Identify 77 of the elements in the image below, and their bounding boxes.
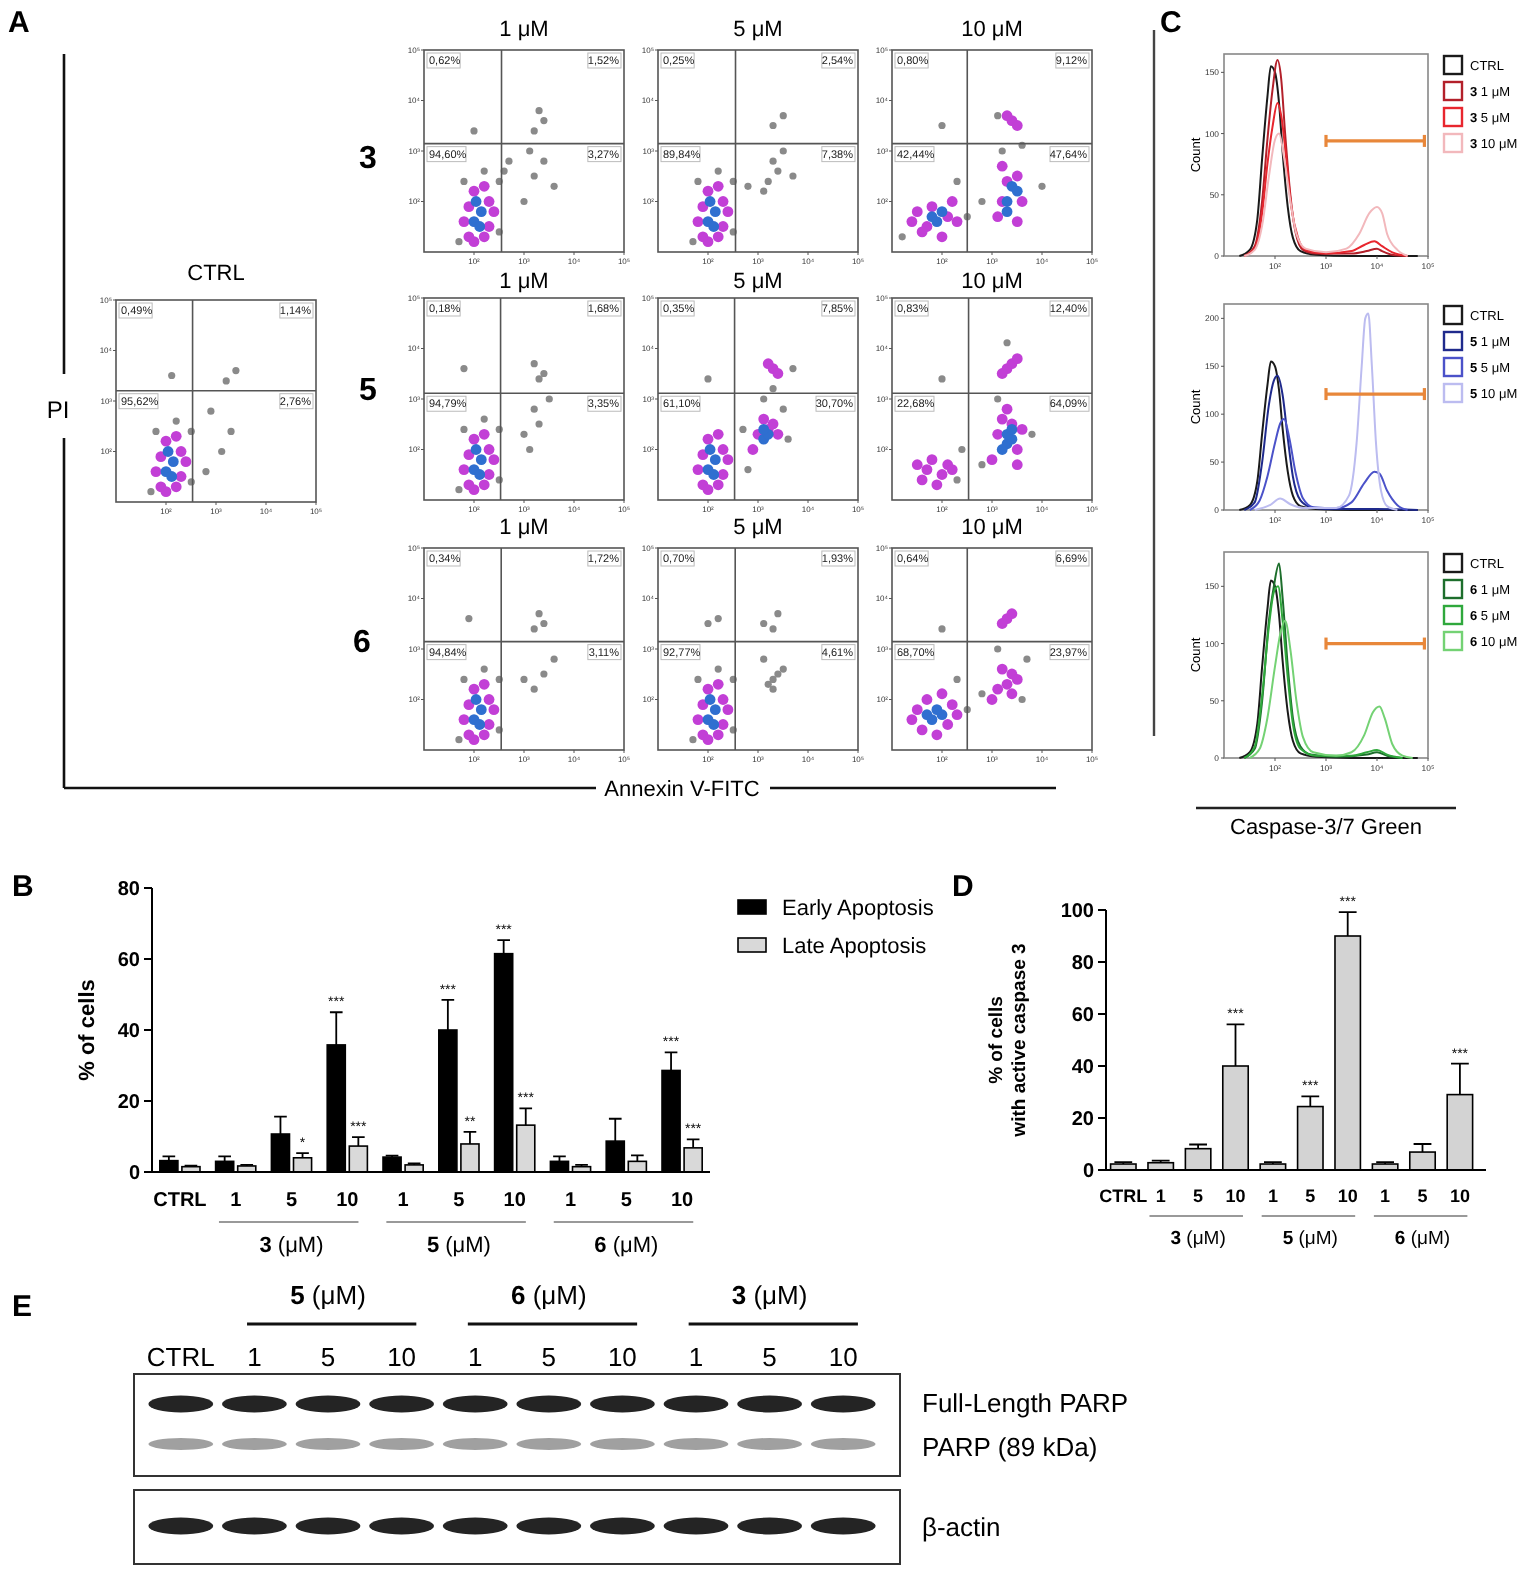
- text: 5: [359, 374, 378, 408]
- chart-title: 1 μM: [499, 516, 549, 540]
- x-tick-label: 1: [397, 1190, 410, 1212]
- chart-title: 1 μM: [499, 18, 549, 42]
- y-axis-title: % of cells with active caspase 3: [986, 943, 1031, 1139]
- category-label: PARP (89 kDa): [922, 1432, 1098, 1462]
- legend-label: Early Apoptosis: [782, 897, 935, 921]
- x-tick-label: 5: [1417, 1186, 1428, 1206]
- text: 3 (μM): [1170, 1228, 1226, 1250]
- x-tick-label: 10: [1225, 1186, 1246, 1206]
- x-tick-label: 5: [1305, 1186, 1316, 1206]
- text: 6 (μM): [1394, 1228, 1451, 1250]
- text: 6 (μM): [594, 1234, 659, 1258]
- text: 6: [353, 626, 372, 660]
- y-tick-label: 40: [117, 1021, 141, 1044]
- x-tick-label: 1: [564, 1190, 577, 1212]
- category-label: 10: [828, 1342, 858, 1372]
- text: 3 (μM): [731, 1280, 808, 1310]
- y-tick-label: 40: [1071, 1057, 1095, 1080]
- x-tick-label: 5: [1193, 1186, 1204, 1206]
- x-tick-label: 10: [670, 1190, 695, 1212]
- x-tick-label: 10: [1337, 1186, 1358, 1206]
- text: 3: [359, 142, 378, 176]
- x-tick-label: 1: [1267, 1186, 1278, 1206]
- chart-title: 10 μM: [961, 270, 1023, 294]
- x-tick-label: 5: [453, 1190, 466, 1212]
- y-tick-label: 20: [117, 1092, 141, 1115]
- y-tick-label: 0: [1082, 1161, 1095, 1184]
- category-label: 1: [467, 1342, 483, 1372]
- chart-title: 5 μM: [733, 516, 783, 540]
- chart-title: D: [952, 870, 974, 904]
- chart-title: 5 μM: [733, 18, 783, 42]
- y-tick-label: 60: [117, 950, 141, 973]
- category-label: CTRL: [146, 1342, 215, 1372]
- y-tick-label: 80: [1071, 953, 1095, 976]
- y-tick-label: 60: [1071, 1005, 1095, 1028]
- y-tick-label: 100: [1060, 901, 1095, 924]
- category-label: Full-Length PARP: [922, 1388, 1129, 1418]
- x-tick-label: 5: [620, 1190, 633, 1212]
- text: 6 (μM): [510, 1280, 587, 1310]
- y-axis-title: % of cells: [76, 979, 100, 1081]
- legend-label: Late Apoptosis: [782, 935, 928, 959]
- x-tick-label: 1: [1155, 1186, 1166, 1206]
- x-tick-label: 10: [336, 1190, 360, 1212]
- x-tick-label: 1: [230, 1190, 243, 1212]
- x-tick-label: 1: [1380, 1186, 1391, 1206]
- category-label: 5: [762, 1342, 777, 1372]
- text: Annexin V-FITC: [604, 778, 760, 802]
- text: 5 (μM): [426, 1234, 491, 1258]
- x-axis-title: Caspase-3/7 Green: [1230, 816, 1422, 840]
- category-label: 10: [607, 1342, 637, 1372]
- chart-title: B: [12, 870, 34, 904]
- text: PI: [46, 396, 70, 424]
- text: 5 (μM): [1282, 1228, 1338, 1250]
- y-tick-label: 80: [117, 879, 141, 902]
- category-label: 1: [247, 1342, 262, 1372]
- x-tick-label: CTRL: [153, 1190, 207, 1212]
- y-tick-label: 20: [1071, 1109, 1095, 1132]
- chart-title: C: [1160, 6, 1182, 40]
- category-label: 10: [387, 1342, 417, 1372]
- category-label: 5: [320, 1342, 336, 1372]
- category-label: 5: [541, 1342, 557, 1372]
- text: 5 (μM): [290, 1280, 366, 1310]
- text: E: [12, 1290, 33, 1324]
- chart-title: 1 μM: [499, 270, 549, 294]
- category-label: β-actin: [922, 1512, 1001, 1542]
- category-label: 1: [688, 1342, 704, 1372]
- x-tick-label: 5: [285, 1190, 298, 1212]
- text: 3 (μM): [259, 1234, 324, 1258]
- x-tick-label: CTRL: [1099, 1186, 1149, 1206]
- text: A: [8, 6, 30, 40]
- chart-title: 10 μM: [961, 516, 1023, 540]
- chart-title: 5 μM: [733, 270, 783, 294]
- chart-title: 10 μM: [961, 18, 1023, 42]
- y-tick-label: 0: [128, 1163, 141, 1186]
- x-tick-label: 10: [1449, 1186, 1470, 1206]
- x-tick-label: 10: [503, 1190, 527, 1212]
